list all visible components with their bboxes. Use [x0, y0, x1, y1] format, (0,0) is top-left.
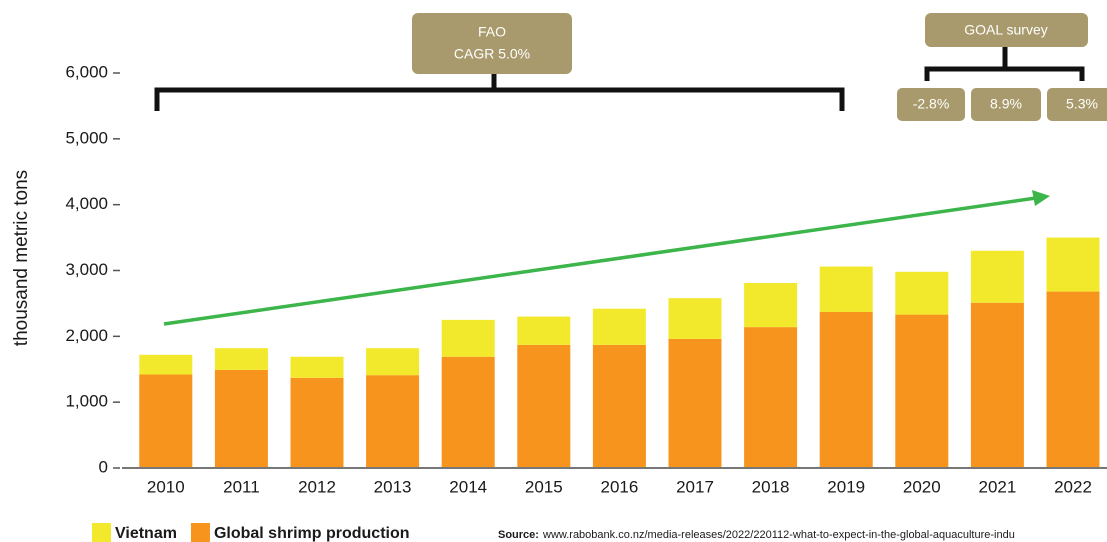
x-tick-label: 2016 [600, 477, 638, 496]
fao-box [412, 13, 572, 74]
legend-swatch [190, 523, 210, 542]
x-tick-label: 2020 [903, 477, 941, 496]
x-tick-label: 2011 [223, 477, 260, 496]
x-tick-label: 2015 [525, 477, 563, 496]
y-tick-label: 6,000 [65, 62, 108, 81]
bar-segment [441, 356, 495, 468]
y-tick-label: 3,000 [65, 260, 108, 279]
pct-box [971, 88, 1041, 121]
annotation: GOAL survey [964, 22, 1048, 38]
bar-segment [214, 369, 268, 468]
source-label: Source: [498, 529, 539, 541]
bar-segment [819, 311, 873, 468]
bar-segment [290, 377, 344, 468]
bar-segment [744, 327, 798, 468]
bar-segment [895, 271, 949, 315]
bar-segment [895, 314, 949, 468]
bar-segment [366, 348, 420, 376]
y-tick-label: 4,000 [65, 194, 108, 213]
source-url: www.rabobank.co.nz/media-releases/2022/2… [542, 529, 1015, 541]
x-tick-label: 2010 [147, 477, 185, 496]
x-tick-label: 2013 [374, 477, 412, 496]
bar-segment [744, 283, 798, 328]
bar-segment [139, 374, 193, 468]
annotation: -2.8% [913, 96, 950, 112]
y-tick-label: 1,000 [65, 392, 108, 411]
annotation-boxes [412, 13, 1107, 121]
bar-segment [592, 344, 646, 468]
y-tick-label: 2,000 [65, 326, 108, 345]
annotation: FAO [478, 24, 506, 40]
annotation: 5.3% [1066, 96, 1098, 112]
bar-segment [668, 338, 722, 468]
bar-segment [1046, 291, 1100, 468]
bar-segment [819, 266, 873, 312]
bar-segment [970, 250, 1024, 303]
goal-bracket [924, 47, 1085, 81]
x-tick-label: 2017 [676, 477, 714, 496]
legend-swatch [92, 523, 111, 542]
bar-segment [517, 344, 571, 468]
x-tick-label: 2019 [827, 477, 865, 496]
y-axis-label: thousand metric tons [11, 170, 32, 346]
fao-bracket [154, 72, 845, 111]
bar-segment [1046, 237, 1100, 292]
pct-box [897, 88, 965, 121]
legend-label: Global shrimp production [214, 525, 410, 542]
annotation: 8.9% [990, 96, 1022, 112]
y-tick-label: 0 [99, 457, 108, 476]
y-tick-label: 5,000 [65, 128, 108, 147]
x-tick-label: 2012 [298, 477, 336, 496]
annotation: CAGR 5.0% [454, 46, 530, 62]
bar-segment [441, 319, 495, 357]
bar-segment [290, 356, 344, 378]
x-tick-label: 2021 [978, 477, 1016, 496]
bar-segment [970, 302, 1024, 468]
bar-segment [139, 354, 193, 375]
x-tick-label: 2014 [449, 477, 487, 496]
bar-segment [517, 316, 571, 345]
x-tick-label: 2018 [752, 477, 790, 496]
bar-segment [668, 298, 722, 339]
pct-box [1047, 88, 1107, 121]
bar-segment [592, 308, 646, 345]
trend-arrow [163, 196, 1037, 326]
bar-segment [214, 348, 268, 370]
x-tick-label: 2022 [1054, 477, 1092, 496]
trend-arrow-head [1032, 190, 1050, 206]
brackets [154, 47, 1085, 111]
bar-segment [366, 375, 420, 468]
goal-box [925, 13, 1088, 47]
legend-label: Vietnam [115, 525, 177, 542]
